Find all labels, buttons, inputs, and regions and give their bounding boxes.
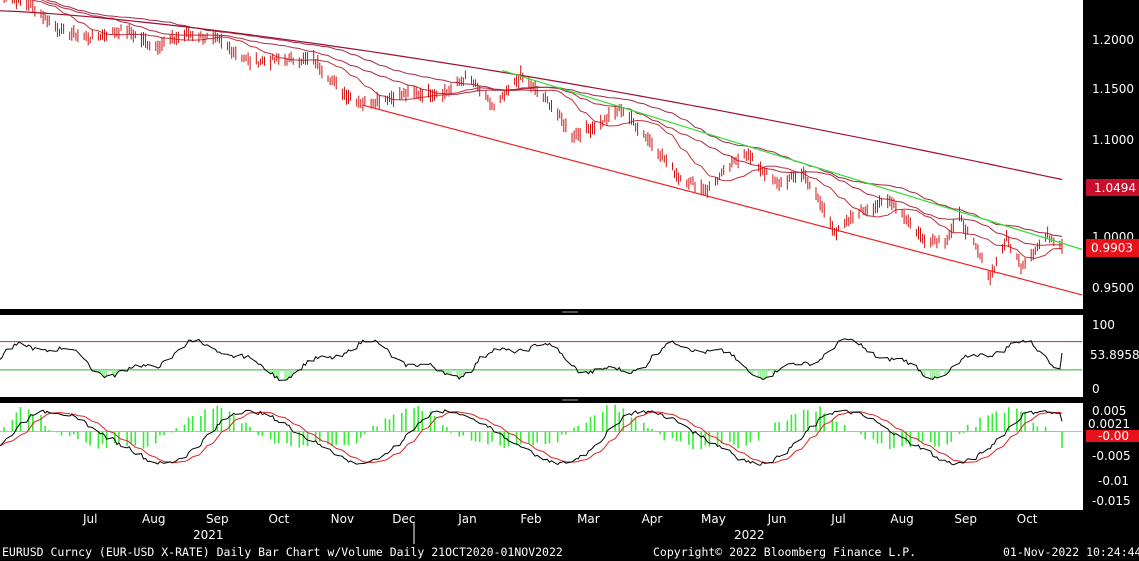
panel-divider-top[interactable] bbox=[0, 309, 1083, 315]
month-label-4: Nov bbox=[331, 512, 354, 526]
macd-panel bbox=[0, 404, 1082, 466]
macd-tick-0.005: 0.005 bbox=[1092, 404, 1126, 418]
macd-tick--0.01: -0.01 bbox=[1098, 474, 1129, 488]
ma-value-label: 1.0494 bbox=[1094, 181, 1136, 195]
macd-tick--0.005: -0.005 bbox=[1092, 449, 1131, 463]
ma-60-line bbox=[45, 0, 1063, 238]
macd-signal-badge bbox=[1086, 430, 1139, 442]
month-label-15: Oct bbox=[1017, 512, 1038, 526]
ma-value-badge bbox=[1086, 179, 1139, 196]
month-label-12: Jul bbox=[830, 512, 845, 526]
month-label-1: Aug bbox=[142, 512, 165, 526]
month-label-7: Feb bbox=[520, 512, 541, 526]
rsi-line bbox=[0, 338, 1063, 381]
month-label-5: Dec bbox=[392, 512, 415, 526]
bottom-axis-panel bbox=[0, 510, 1139, 561]
trend-line-lower bbox=[362, 104, 1083, 296]
macd-tick--0.015: -0.015 bbox=[1092, 494, 1131, 508]
right-axis-panel bbox=[1083, 0, 1139, 561]
price-panel bbox=[0, 0, 1083, 296]
month-label-8: Mar bbox=[577, 512, 600, 526]
x-axis-months: Jul Aug Sep Oct Nov Dec Jan Feb Mar Apr May Jun Jul A… bbox=[82, 512, 1038, 526]
macd-last-value: 0.0021 bbox=[1088, 417, 1130, 431]
footer-description: EURUSD Curncy (EUR-USD X-RATE) Daily Bar… bbox=[2, 545, 563, 559]
last-price-label: 0.9903 bbox=[1091, 241, 1133, 255]
rsi-tick-100: 100 bbox=[1092, 318, 1115, 332]
trend-line-upper bbox=[502, 69, 1083, 250]
month-label-13: Aug bbox=[890, 512, 913, 526]
month-label-3: Oct bbox=[268, 512, 289, 526]
ma-200-line bbox=[0, 10, 1063, 181]
macd-line bbox=[0, 409, 1063, 466]
month-label-2: Sep bbox=[206, 512, 229, 526]
panel-divider-bottom[interactable] bbox=[0, 397, 1083, 403]
price-tick-1: 1.2000 bbox=[1092, 33, 1134, 47]
footer-timestamp: 01-Nov-2022 10:24:44 bbox=[1003, 545, 1139, 559]
month-label-10: May bbox=[701, 512, 726, 526]
month-label-14: Sep bbox=[954, 512, 977, 526]
month-label-9: Apr bbox=[642, 512, 663, 526]
month-label-0: Jul bbox=[82, 512, 97, 526]
month-label-6: Jan bbox=[457, 512, 477, 526]
last-price-badge bbox=[1086, 239, 1139, 257]
splitter-handle-top[interactable] bbox=[562, 311, 578, 313]
splitter-handle-bottom[interactable] bbox=[562, 399, 578, 401]
month-label-11: Jun bbox=[767, 512, 787, 526]
year-label-2021: 2021 bbox=[193, 528, 224, 542]
year-label-2022: 2022 bbox=[734, 528, 765, 542]
footer-copyright: Copyright© 2022 Bloomberg Finance L.P. bbox=[653, 545, 916, 559]
ma-20-line bbox=[30, 0, 1062, 259]
rsi-tick-0: 0 bbox=[1092, 382, 1100, 396]
macd-signal-line bbox=[0, 411, 1063, 464]
rsi-panel bbox=[0, 338, 1082, 381]
price-tick-3: 1.1000 bbox=[1092, 133, 1134, 147]
price-tick-6: 0.9500 bbox=[1092, 281, 1134, 295]
macd-last-badge bbox=[1086, 416, 1139, 431]
rsi-last-value: 53.8958 bbox=[1090, 348, 1139, 362]
macd-signal-value: -0.00 bbox=[1098, 429, 1129, 443]
price-tick-2: 1.1500 bbox=[1092, 82, 1134, 96]
